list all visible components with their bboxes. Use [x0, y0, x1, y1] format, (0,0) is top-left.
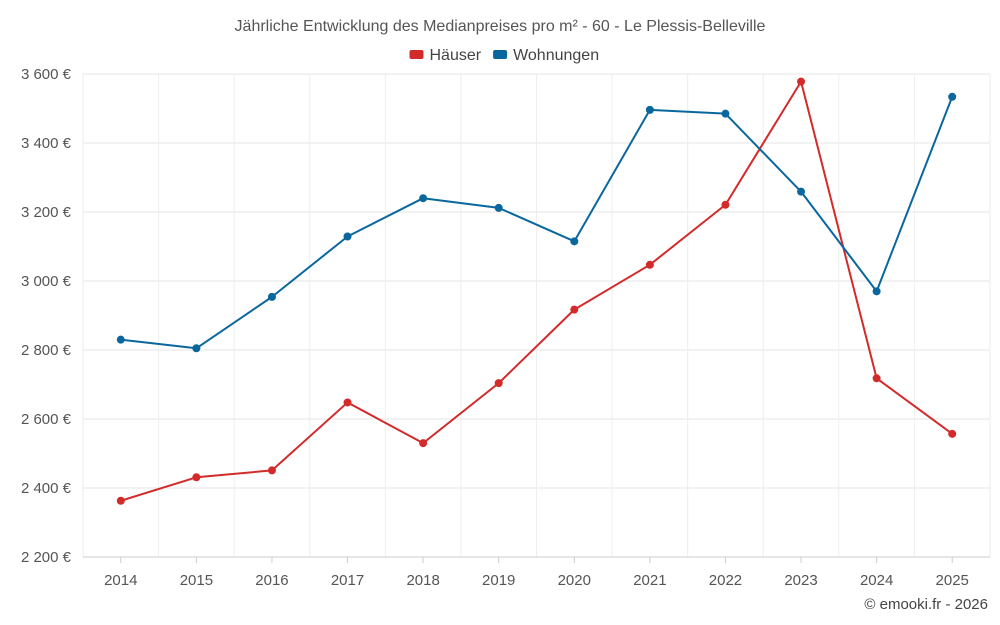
y-tick-label: 2 400 € [21, 480, 72, 497]
data-point-haeuser [570, 305, 579, 314]
data-point-haeuser [872, 374, 881, 383]
data-point-wohnungen [872, 287, 881, 296]
y-tick-label: 3 000 € [21, 273, 72, 290]
chart-title: Jährliche Entwicklung des Medianpreises … [235, 18, 766, 35]
credit-text: © emooki.fr - 2026 [864, 596, 988, 613]
x-tick-label: 2022 [709, 572, 742, 589]
series-line-haeuser [120, 80, 953, 502]
data-point-wohnungen [721, 109, 730, 118]
data-point-haeuser [116, 496, 125, 505]
legend-swatch-haeuser [409, 50, 424, 59]
data-point-wohnungen [116, 335, 125, 344]
data-point-wohnungen [494, 203, 503, 212]
x-tick-label: 2023 [784, 572, 817, 589]
data-point-wohnungen [267, 292, 276, 301]
y-tick-label: 3 400 € [21, 135, 72, 152]
x-axis: 2014 2015 2016 2017 2018 2019 2020 2021 2022 2023… [83, 556, 990, 589]
x-tick-label: 2021 [633, 572, 666, 589]
data-point-haeuser [267, 466, 276, 475]
series-line-wohnungen [120, 96, 954, 350]
y-tick-label: 2 200 € [21, 549, 72, 566]
x-tick-label: 2014 [104, 572, 137, 589]
data-point-wohnungen [797, 187, 806, 196]
x-tick-label: 2024 [860, 572, 893, 589]
legend: Häuser Wohnungen [409, 47, 599, 64]
y-tick-label: 3 600 € [21, 66, 72, 83]
data-point-haeuser [192, 473, 201, 482]
data-point-haeuser [948, 429, 957, 438]
data-point-haeuser [494, 379, 503, 388]
y-tick-label: 3 200 € [21, 204, 72, 221]
x-tick-label: 2016 [255, 572, 288, 589]
data-point-haeuser [721, 200, 730, 209]
data-point-wohnungen [645, 105, 654, 114]
x-tick-label: 2018 [406, 572, 439, 589]
x-tick-label: 2020 [558, 572, 591, 589]
y-axis: 2 200 € 2 400 € 2 600 € 2 800 € 3 000 € 3 200… [21, 66, 72, 566]
data-point-haeuser [645, 260, 654, 269]
data-point-wohnungen [343, 232, 352, 241]
x-tick-label: 2019 [482, 572, 515, 589]
legend-label-haeuser: Häuser [430, 47, 482, 64]
data-point-wohnungen [570, 237, 579, 246]
grid [82, 73, 991, 558]
series-group [116, 77, 957, 505]
data-point-haeuser [419, 439, 428, 448]
data-point-haeuser [343, 398, 352, 407]
y-tick-label: 2 600 € [21, 411, 72, 428]
x-tick-label: 2025 [936, 572, 969, 589]
data-point-haeuser [797, 77, 806, 86]
data-point-wohnungen [192, 344, 201, 353]
x-tick-label: 2017 [331, 572, 364, 589]
data-point-wohnungen [419, 194, 428, 203]
x-tick-label: 2015 [180, 572, 213, 589]
y-tick-label: 2 800 € [21, 342, 72, 359]
legend-swatch-wohnungen [493, 50, 508, 59]
data-point-wohnungen [948, 92, 957, 101]
legend-label-wohnungen: Wohnungen [513, 47, 599, 64]
